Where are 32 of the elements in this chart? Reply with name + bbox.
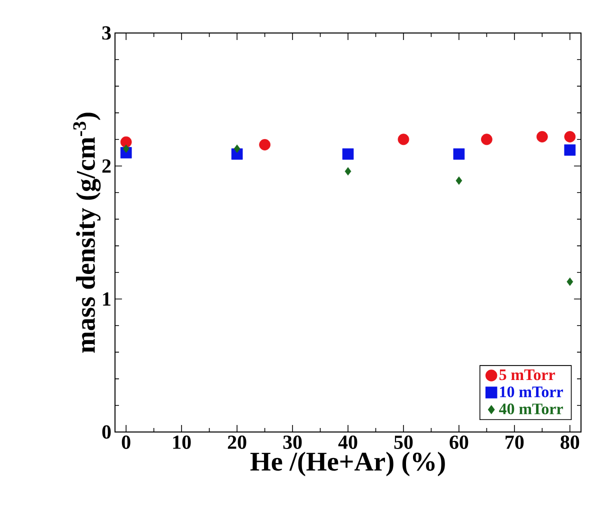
- point: [122, 144, 130, 153]
- point: [120, 136, 132, 148]
- point: [342, 148, 354, 160]
- point: [564, 144, 576, 156]
- legend-label: 40 mTorr: [499, 404, 563, 414]
- x-tick-label: 20: [228, 436, 246, 449]
- y-tick-label: 3: [102, 26, 111, 40]
- point: [564, 131, 576, 142]
- x-tick-label: 50: [394, 436, 413, 449]
- point: [566, 278, 574, 286]
- point: [344, 167, 352, 176]
- x-tick-label: 0: [122, 436, 130, 449]
- point: [481, 134, 492, 146]
- x-tick-label: 10: [173, 436, 191, 449]
- point: [456, 176, 462, 185]
- point: [536, 131, 548, 142]
- y-tick-label: 0: [102, 425, 111, 439]
- legend-label: 5 mTorr: [499, 370, 556, 380]
- y-tick-label: 2: [102, 159, 111, 173]
- point: [453, 148, 465, 160]
- point: [234, 144, 240, 153]
- y-axis-title: mass density (g/cm$^{-3}$): [73, 112, 101, 353]
- y-tick-label: 1: [103, 292, 110, 306]
- x-axis-title: He /(He+Ar) (%): [250, 452, 445, 476]
- x-tick-label: 30: [283, 436, 302, 449]
- point: [398, 134, 410, 146]
- x-tick-label: 40: [338, 436, 358, 449]
- point: [259, 139, 270, 150]
- x-tick-label: 80: [560, 436, 580, 449]
- x-tick-label: 70: [506, 436, 524, 449]
- x-tick-label: 60: [450, 436, 468, 449]
- legend-label: 10 mTorr: [500, 386, 563, 398]
